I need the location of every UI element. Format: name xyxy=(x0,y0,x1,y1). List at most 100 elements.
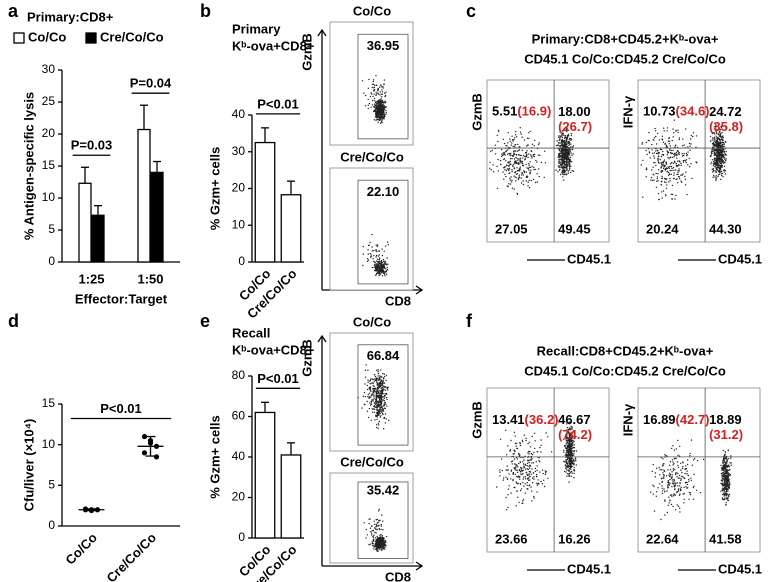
event-dot xyxy=(657,487,659,489)
event-dot xyxy=(726,485,728,487)
event-dot xyxy=(557,142,560,144)
event-dot xyxy=(713,170,715,172)
event-dot xyxy=(385,245,387,247)
event-dot xyxy=(376,266,378,268)
event-dot xyxy=(529,171,531,173)
event-dot xyxy=(370,400,372,402)
event-dot xyxy=(657,149,659,152)
event-dot xyxy=(671,486,673,488)
event-dot xyxy=(489,167,491,169)
event-dot xyxy=(535,159,537,162)
event-dot xyxy=(536,465,538,467)
event-dot xyxy=(727,499,730,502)
event-dot xyxy=(571,431,573,433)
event-dot xyxy=(680,489,682,491)
event-dot xyxy=(719,133,722,136)
event-dot xyxy=(658,198,660,201)
event-dot xyxy=(515,467,517,469)
event-dot xyxy=(374,531,376,534)
event-dot xyxy=(728,487,730,489)
event-dot xyxy=(688,157,690,160)
event-dot xyxy=(381,547,384,549)
event-dot xyxy=(685,468,688,470)
event-dot xyxy=(565,145,567,147)
event-dot xyxy=(519,489,522,492)
event-dot xyxy=(566,152,568,155)
event-dot xyxy=(726,487,728,489)
event-dot xyxy=(375,263,377,265)
event-dot xyxy=(721,152,723,155)
event-dot xyxy=(524,476,527,478)
event-dot xyxy=(511,157,513,160)
event-dot xyxy=(680,180,682,182)
event-dot xyxy=(559,161,561,163)
event-dot xyxy=(516,469,518,471)
event-dot xyxy=(677,171,679,174)
event-dot xyxy=(518,149,520,152)
event-dot xyxy=(568,437,571,439)
event-dot xyxy=(657,159,659,161)
event-dot xyxy=(516,458,519,460)
event-dot xyxy=(567,436,569,439)
event-dot xyxy=(662,463,664,465)
event-dot xyxy=(570,443,572,445)
event-dot xyxy=(535,473,538,476)
event-dot xyxy=(668,140,671,142)
quadrant-percent: (36.2) xyxy=(525,412,559,427)
event-dot xyxy=(564,465,567,467)
event-dot xyxy=(673,449,676,451)
event-dot xyxy=(377,371,379,373)
event-dot xyxy=(518,158,520,160)
event-dot xyxy=(375,268,378,270)
event-dot xyxy=(383,250,385,252)
event-dot xyxy=(569,427,571,430)
event-dot xyxy=(668,502,670,504)
event-dot xyxy=(718,142,720,144)
event-dot xyxy=(375,548,377,550)
event-dot xyxy=(377,266,380,269)
event-dot xyxy=(379,534,381,537)
event-dot xyxy=(686,463,689,466)
event-dot xyxy=(372,384,374,387)
event-dot xyxy=(662,190,665,192)
event-dot xyxy=(377,272,379,274)
event-dot xyxy=(658,139,661,141)
event-dot xyxy=(370,92,372,94)
event-dot xyxy=(668,474,670,476)
event-dot xyxy=(382,544,385,547)
event-dot xyxy=(521,441,524,443)
event-dot xyxy=(368,407,371,410)
event-dot xyxy=(691,464,693,466)
event-dot xyxy=(565,152,567,154)
event-dot xyxy=(717,128,720,130)
event-dot xyxy=(723,142,725,144)
event-dot xyxy=(682,476,684,478)
event-dot xyxy=(572,446,575,449)
event-dot xyxy=(383,540,385,542)
event-dot xyxy=(371,250,373,252)
event-dot xyxy=(377,412,379,414)
event-dot xyxy=(661,487,663,489)
event-dot xyxy=(570,134,573,137)
event-dot xyxy=(369,395,371,398)
event-dot xyxy=(663,166,665,168)
event-dot xyxy=(566,149,568,151)
event-dot xyxy=(565,174,568,176)
event-dot xyxy=(563,174,565,176)
event-dot xyxy=(666,154,668,156)
event-dot xyxy=(371,541,373,543)
event-dot xyxy=(533,169,535,171)
bar xyxy=(254,411,276,539)
event-dot xyxy=(362,395,365,397)
event-dot xyxy=(722,473,724,476)
event-dot xyxy=(515,180,517,182)
event-dot xyxy=(664,165,666,167)
event-dot xyxy=(375,532,377,534)
event-dot xyxy=(669,475,671,477)
event-dot xyxy=(652,152,654,155)
event-dot xyxy=(691,177,693,180)
event-dot xyxy=(369,531,372,533)
event-dot xyxy=(526,462,529,465)
event-dot xyxy=(507,142,509,144)
event-dot xyxy=(516,471,519,474)
